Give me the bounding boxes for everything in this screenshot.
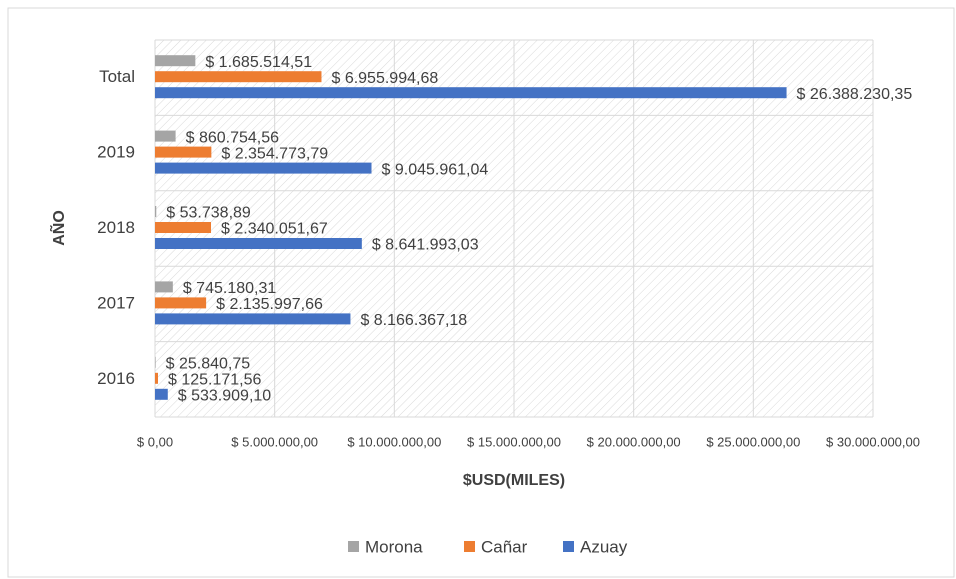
value-label: $ 2.354.773,79 xyxy=(221,145,328,162)
bar xyxy=(155,281,173,293)
value-label: $ 125.171,56 xyxy=(168,372,262,389)
legend-label: Cañar xyxy=(481,537,528,556)
x-tick-label: $ 5.000.000,00 xyxy=(231,434,318,449)
bar xyxy=(155,146,212,158)
value-label: $ 860.754,56 xyxy=(186,129,280,146)
value-label: $ 8.166.367,18 xyxy=(360,312,467,329)
bar xyxy=(155,55,196,67)
bar xyxy=(155,87,787,99)
bar xyxy=(155,130,176,142)
x-tick-label: $ 15.000.000,00 xyxy=(467,434,561,449)
legend-swatch xyxy=(348,541,359,552)
value-label: $ 2.135.997,66 xyxy=(216,296,323,313)
bar xyxy=(155,206,157,217)
x-tick-label: $ 10.000.000,00 xyxy=(347,434,441,449)
legend-swatch xyxy=(464,541,475,552)
value-label: $ 53.738,89 xyxy=(166,205,251,222)
legend-label: Morona xyxy=(365,537,423,556)
y-tick-label: 2017 xyxy=(97,293,135,312)
bar xyxy=(155,238,362,249)
y-tick-label: 2019 xyxy=(97,143,135,162)
bar xyxy=(155,356,156,368)
bar xyxy=(155,71,322,83)
x-axis-title: $USD(MILES) xyxy=(463,472,565,489)
value-label: $ 9.045.961,04 xyxy=(382,161,489,178)
value-label: $ 26.388.230,35 xyxy=(797,86,913,103)
y-axis-title: AÑO xyxy=(48,210,68,246)
bar xyxy=(155,313,351,325)
x-tick-label: $ 30.000.000,00 xyxy=(826,434,920,449)
bar xyxy=(155,162,372,174)
bar xyxy=(155,372,158,384)
x-tick-label: $ 25.000.000,00 xyxy=(706,434,800,449)
y-tick-label: Total xyxy=(99,67,135,86)
value-label: $ 25.840,75 xyxy=(166,356,251,373)
x-tick-label: $ 0,00 xyxy=(137,434,173,449)
legend-label: Azuay xyxy=(580,537,628,556)
bar xyxy=(155,222,212,233)
bar xyxy=(155,297,207,309)
x-tick-label: $ 20.000.000,00 xyxy=(587,434,681,449)
value-label: $ 2.340.051,67 xyxy=(221,221,328,238)
value-label: $ 533.909,10 xyxy=(178,388,272,405)
bar xyxy=(155,388,168,400)
value-label: $ 6.955.994,68 xyxy=(331,70,438,87)
value-label: $ 745.180,31 xyxy=(183,280,277,297)
y-tick-label: 2016 xyxy=(97,369,135,388)
y-tick-label: 2018 xyxy=(97,218,135,237)
legend-swatch xyxy=(563,541,574,552)
value-label: $ 1.685.514,51 xyxy=(205,54,312,71)
value-label: $ 8.641.993,03 xyxy=(372,237,479,254)
